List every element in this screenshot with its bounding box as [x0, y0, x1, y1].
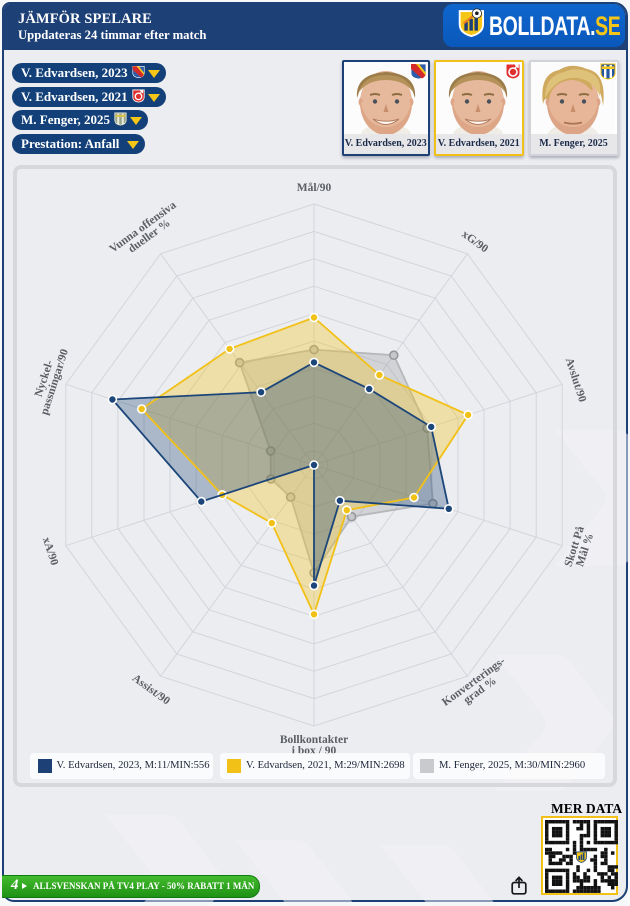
svg-text:Konverterings-grad %: Konverterings-grad % — [440, 655, 514, 718]
svg-text:Nyckel-passningar/90: Nyckel-passningar/90 — [28, 344, 71, 416]
svg-text:xA/90: xA/90 — [40, 536, 60, 567]
svg-text:Mål/90: Mål/90 — [297, 182, 332, 194]
svg-text:Avslut/90: Avslut/90 — [563, 356, 589, 403]
svg-text:Skott PåMål %: Skott PåMål % — [563, 525, 598, 572]
svg-text:Vunna offensivadueller %: Vunna offensivadueller % — [107, 199, 185, 264]
svg-text:xG/90: xG/90 — [459, 228, 490, 255]
